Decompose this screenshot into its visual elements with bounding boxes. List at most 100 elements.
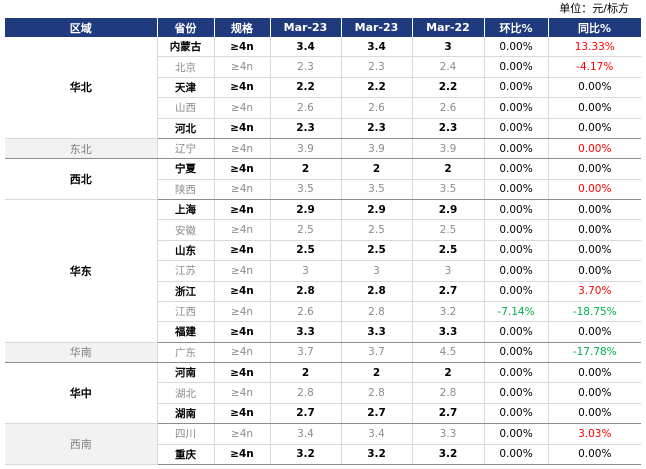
mom-change-cell: -7.14% [484,301,549,323]
previous-month-cell: 3.2 [341,444,413,465]
yoy-change-cell: 13.33% [548,37,641,58]
table-row: 福建 ≥4n 3.3 3.3 3.3 0.00% 0.00% [5,321,641,343]
previous-year-cell: 3.3 [412,321,485,343]
previous-year-cell: 2.9 [412,199,485,221]
spec-cell: ≥4n [214,362,271,384]
region-cell: 西北 [5,158,158,200]
current-month-cell: 3.5 [270,179,342,201]
mom-change-cell: 0.00% [484,118,549,139]
unit-label: 单位：元/标方 [559,2,629,15]
previous-year-cell: 2.5 [412,219,485,241]
previous-month-cell: 2.2 [341,77,413,99]
previous-month-cell: 2 [341,158,413,180]
table-row: 北京 ≥4n 2.3 2.3 2.4 0.00% -4.17% [5,56,641,78]
mom-change-cell: 0.00% [484,97,549,119]
current-month-cell: 2.6 [270,97,342,119]
previous-month-cell: 3.9 [341,138,413,160]
previous-year-cell: 3.5 [412,179,485,201]
previous-month-cell: 2.7 [341,403,413,425]
province-cell: 北京 [157,56,215,78]
previous-month-cell: 2.8 [341,382,413,404]
table-row: 华东 上海 ≥4n 2.9 2.9 2.9 0.00% 0.00% [5,199,641,343]
header-mom-change[interactable]: 环比% [484,18,549,37]
current-month-cell: 2.5 [270,240,342,262]
previous-year-cell: 3.2 [412,301,485,323]
yoy-change-cell: 0.00% [548,321,641,343]
spec-cell: ≥4n [214,179,271,201]
mom-change-cell: 0.00% [484,138,549,160]
header-spec[interactable]: 规格 [214,18,271,37]
mom-change-cell: 0.00% [484,199,549,221]
table-row: 江西 ≥4n 2.6 2.8 3.2 -7.14% -18.75% [5,301,641,323]
previous-year-cell: 2.7 [412,281,485,302]
table-row: 华北 内蒙古 ≥4n 3.4 3.4 3 0.00% 13.33% [5,37,641,139]
current-month-cell: 3.9 [270,138,342,160]
mom-change-cell: 0.00% [484,444,549,465]
table-row: 东北 辽宁 ≥4n 3.9 3.9 3.9 0.00% 0.00% [5,138,641,160]
previous-month-cell: 3 [341,260,413,282]
previous-year-cell: 3.3 [412,423,485,445]
spec-cell: ≥4n [214,423,271,445]
table-row: 陕西 ≥4n 3.5 3.5 3.5 0.00% 0.00% [5,179,641,201]
current-month-cell: 3.4 [270,37,342,58]
spec-cell: ≥4n [214,97,271,119]
previous-year-cell: 2.6 [412,97,485,119]
previous-month-cell: 2.8 [341,301,413,323]
spec-cell: ≥4n [214,37,271,58]
yoy-change-cell: -4.17% [548,56,641,78]
previous-month-cell: 2.8 [341,281,413,302]
mom-change-cell: 0.00% [484,219,549,241]
previous-year-cell: 2.2 [412,77,485,99]
province-cell: 湖南 [157,403,215,425]
table-row: 湖南 ≥4n 2.7 2.7 2.7 0.00% 0.00% [5,403,641,425]
yoy-change-cell: 3.03% [548,423,641,445]
mom-change-cell: 0.00% [484,403,549,425]
current-month-cell: 2.7 [270,403,342,425]
yoy-change-cell: 0.00% [548,199,641,221]
header-current-month[interactable]: Mar-23 [270,18,342,37]
current-month-cell: 3.4 [270,423,342,445]
previous-month-cell: 3.4 [341,423,413,445]
price-table: 区域 省份 规格 Mar-23 Mar-23 Mar-22 环比% 同比% 华北… [5,18,642,465]
region-cell: 西南 [5,423,158,465]
spec-cell: ≥4n [214,382,271,404]
yoy-change-cell: 0.00% [548,444,641,465]
header-province[interactable]: 省份 [157,18,215,37]
province-cell: 内蒙古 [157,37,215,58]
mom-change-cell: 0.00% [484,37,549,58]
previous-year-cell: 3 [412,37,485,58]
table-row: 西北 宁夏 ≥4n 2 2 2 0.00% 0.00% [5,158,641,200]
table-row: 安徽 ≥4n 2.5 2.5 2.5 0.00% 0.00% [5,219,641,241]
header-previous-year[interactable]: Mar-22 [412,18,485,37]
mom-change-cell: 0.00% [484,382,549,404]
province-cell: 江西 [157,301,215,323]
table-body: 华北 内蒙古 ≥4n 3.4 3.4 3 0.00% 13.33% 北京 ≥4n 2.3 2.3 2.4… [5,37,641,465]
province-cell: 宁夏 [157,158,215,180]
yoy-change-cell: 0.00% [548,77,641,99]
yoy-change-cell: 0.00% [548,240,641,262]
region-cell: 华北 [5,37,158,139]
yoy-change-cell: -17.78% [548,342,641,364]
spec-cell: ≥4n [214,138,271,160]
header-previous-month[interactable]: Mar-23 [341,18,413,37]
previous-month-cell: 3.5 [341,179,413,201]
current-month-cell: 2.5 [270,219,342,241]
table-header-row: 区域 省份 规格 Mar-23 Mar-23 Mar-22 环比% 同比% [5,18,642,37]
province-cell: 安徽 [157,219,215,241]
previous-month-cell: 2.3 [341,118,413,139]
yoy-change-cell: 3.70% [548,281,641,302]
province-cell: 山东 [157,240,215,262]
previous-year-cell: 4.5 [412,342,485,364]
yoy-change-cell: 0.00% [548,403,641,425]
province-cell: 辽宁 [157,138,215,160]
header-yoy-change[interactable]: 同比% [548,18,642,37]
yoy-change-cell: 0.00% [548,362,641,384]
yoy-change-cell: 0.00% [548,138,641,160]
previous-year-cell: 3 [412,260,485,282]
spec-cell: ≥4n [214,301,271,323]
province-cell: 天津 [157,77,215,99]
previous-month-cell: 2.5 [341,240,413,262]
yoy-change-cell: 0.00% [548,260,641,282]
mom-change-cell: 0.00% [484,362,549,384]
header-region[interactable]: 区域 [5,18,158,37]
